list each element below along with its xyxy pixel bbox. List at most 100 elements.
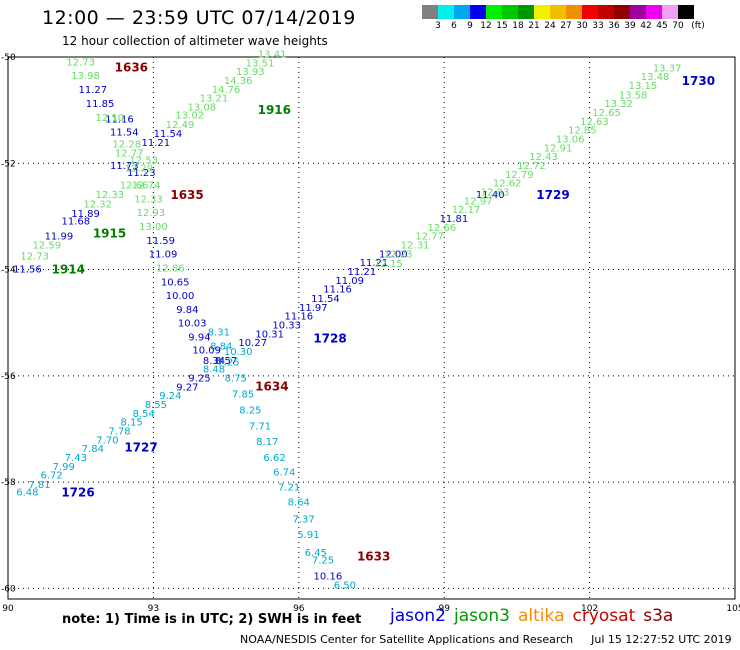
wave-height-point: 11.09 [335,276,364,287]
wave-height-point: 12.77 [415,232,444,243]
wave-height-point: 7.84 [82,444,104,455]
wave-height-point: 11.59 [146,236,175,247]
wave-height-point: 12.33 [134,194,163,205]
wave-height-point: 12.79 [505,170,534,181]
wave-height-point: 11.54 [311,294,340,305]
wave-height-point: 12.62 [493,178,522,189]
color-scale-unit: (ft) [691,21,705,31]
wave-height-point: 12.17 [452,205,481,216]
color-swatch-11 [598,5,614,19]
latitude-tick-label: -56 [1,372,16,382]
wave-height-point: 10.65 [161,277,190,288]
color-swatch-8 [550,5,566,19]
color-swatch-5 [502,5,518,19]
wave-height-point: 13.37 [653,64,682,75]
wave-height-point: 8.25 [239,405,261,416]
wave-height-point: 13.32 [604,99,633,110]
wave-height-point: 12.86 [156,263,185,274]
color-scale-tick: 33 [592,21,604,31]
wave-height-point: 9.94 [188,333,210,344]
wave-height-point: 8.75 [225,373,247,384]
wave-height-point: 6.72 [40,471,62,482]
color-scale-tick: 24 [544,21,556,31]
wave-height-point: 10.31 [255,329,284,340]
wave-height-point: 11.21 [142,138,171,149]
wave-height-point: 11.16 [323,285,352,296]
wave-height-point: 10.30 [224,347,253,358]
wave-height-point: 11.85 [86,99,115,110]
wave-height-point: 10.33 [272,320,301,331]
latitude-tick-label: -54 [1,266,16,276]
wave-height-point: 12.72 [517,161,546,172]
wave-height-point: 13.06 [556,134,585,145]
wave-height-point: 10.16 [314,572,343,583]
wave-height-point: 7.99 [53,462,75,473]
color-scale-labels: 3 6 9 12 15 18 21 24 27 30 33 36 39 42 45 70 (ft) [422,19,705,33]
wave-height-point: 13.41 [258,49,287,60]
color-scale-swatches [422,5,694,19]
wave-height-point: 12.59 [32,241,61,252]
track-time-label: 1916 [258,103,291,117]
color-swatch-3 [470,5,486,19]
wave-height-point: 8.64 [288,497,310,508]
wave-height-point: 11.16 [105,115,134,126]
wave-height-point: 8.15 [120,418,142,429]
footnote: note: 1) Time is in UTC; 2) SWH is in fe… [62,612,362,627]
latitude-tick-label: -50 [1,53,16,63]
wave-height-point: 12.63 [580,117,609,128]
wave-height-point: 8.17 [256,437,278,448]
legend-jason3: jason3 [454,606,510,626]
wave-height-point: 11.21 [347,267,376,278]
wave-height-point: 12.73 [66,57,95,68]
wave-height-point: 11.23 [127,168,156,179]
color-scale-tick: 15 [496,21,508,31]
wave-height-point: 8.84 [210,342,232,353]
track-time-label: 1914 [52,263,85,277]
page-title: 12:00 — 23:59 UTC 07/14/2019 [42,7,356,29]
wave-height-point: 12.15 [374,259,403,270]
wave-height-point: 11.16 [284,311,313,322]
wave-height-point: 11.73 [110,161,139,172]
map-frame [7,56,736,600]
color-scale-tick: 6 [451,21,457,31]
legend-cryosat: cryosat [572,606,636,626]
track-time-label: 1727 [124,441,157,455]
wave-height-point: 8.57 [215,356,237,367]
wave-height-point: 11.97 [299,303,328,314]
color-swatch-15 [662,5,678,19]
color-scale-tick: 45 [656,21,668,31]
wave-height-point: 10.09 [192,345,221,356]
color-scale-tick: 42 [640,21,652,31]
color-swatch-14 [646,5,662,19]
color-scale-tick: 70 [672,21,684,31]
wave-height-point: 7.25 [217,358,239,369]
wave-height-point: 11.81 [440,214,469,225]
color-scale-tick: 12 [480,21,492,31]
color-scale-tick: 9 [467,21,473,31]
wave-height-point: 6.48 [16,488,38,499]
wave-height-point: 7.85 [232,389,254,400]
wave-height-point: 7.37 [293,514,315,525]
longitude-tick-label: 105 [726,604,740,614]
wave-height-point: 12.74 [132,181,161,192]
latitude-tick-label: -60 [1,584,16,594]
wave-height-point: 7.78 [108,427,130,438]
wave-height-point: 8.31 [208,327,230,338]
page-subtitle: 12 hour collection of altimeter wave hei… [62,34,328,48]
wave-height-point: 13.48 [641,72,670,83]
wave-height-point: 12.32 [83,200,112,211]
wave-height-point: 8.34 [203,356,225,367]
wave-height-point: 13.58 [619,90,648,101]
color-scale: 3 6 9 12 15 18 21 24 27 30 33 36 39 42 45 70 (ft) [422,5,705,33]
wave-height-point: 13.00 [139,222,168,233]
color-scale-tick: 36 [608,21,620,31]
wave-height-point: 6.62 [263,453,285,464]
wave-height-point: 11.40 [476,190,505,201]
wave-height-point: 8.48 [203,364,225,375]
wave-height-point: 11.27 [78,85,107,96]
wave-height-point: 9.84 [176,305,198,316]
track-time-label: 1730 [682,74,715,88]
wave-height-point: 13.93 [236,67,265,78]
wave-height-point: 12.43 [529,152,558,163]
legend-jason2: jason2 [390,606,446,626]
